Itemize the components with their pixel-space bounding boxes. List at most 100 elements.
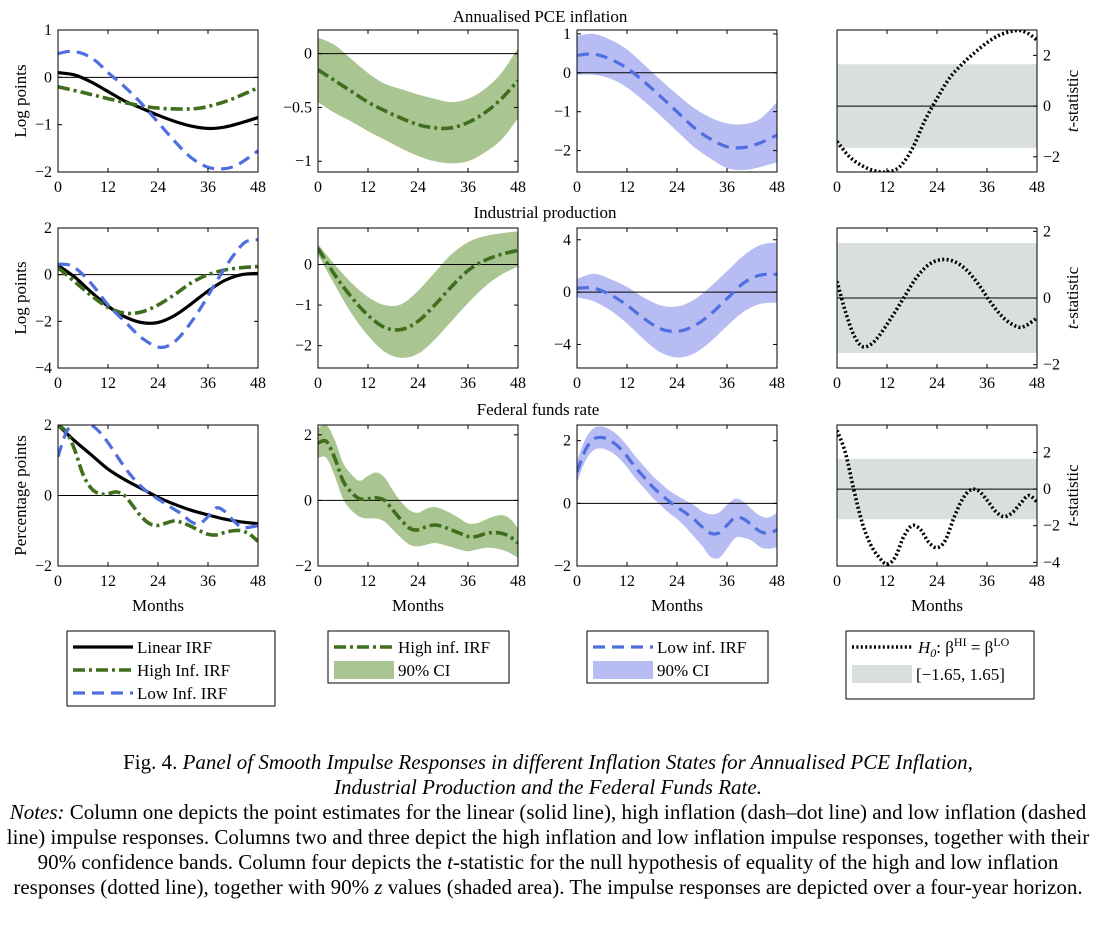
x-tick-label: 36 [719,179,735,196]
y-tick-label: −2 [35,164,52,181]
legend-3: Low inf. IRF 90% CI [586,630,769,684]
x-tick-label: 24 [410,375,426,392]
x-axis-label-months: Months [392,596,444,615]
panel-plot-area [577,242,777,358]
y-tick-label: 0 [44,488,52,505]
legend-2: High inf. IRF 90% CI [327,630,510,684]
y-axis-label: Log points [11,64,30,137]
x-tick-label: 12 [100,375,116,392]
x-tick-label: 36 [979,375,995,392]
y-tick-label: −4 [554,336,571,353]
x-tick-label: 48 [250,179,266,196]
y-tick-label: −4 [1043,554,1060,571]
y-tick-label: 0 [1043,290,1051,307]
legend-h0-eq-beta: = β [967,638,994,657]
x-tick-label: 12 [100,573,116,590]
series-high-line [58,85,258,111]
confidence-band-90 [577,242,777,358]
y-tick-label: 0 [44,267,52,284]
caption-title-line2: Industrial Production and the Federal Fu… [334,775,762,799]
t-statistic-rest: -statistic [1063,464,1082,522]
y-tick-label: 2 [1043,47,1051,64]
panel-plot-area [318,37,518,164]
panel-p-2-3: 0 12 24 36 48 −4 −2 0 2 t-statistic Months [833,424,1082,615]
y-tick-label: 0 [563,495,571,512]
x-tick-label: 0 [833,179,841,196]
x-tick-label: 12 [619,573,635,590]
panel-plot-area [58,49,258,171]
series-tstat-line [837,257,1037,349]
x-tick-label: 48 [250,573,266,590]
y-tick-label: −2 [35,313,52,330]
x-tick-label: 36 [979,573,995,590]
x-tick-label: 0 [314,179,322,196]
panel-p-0-2: 0 12 24 36 48 −2 −1 0 1 [554,26,785,196]
t-statistic-rest: -statistic [1063,69,1082,127]
legend-entry-label: 90% CI [657,661,710,680]
caption-notes-z: z [374,875,383,899]
series-low-line [577,52,777,150]
legends-layer: Linear IRF High Inf. IRF Low Inf. IRF High … [66,630,1035,707]
legend-h0-H: H [917,638,932,657]
y-tick-label: 1 [44,22,52,39]
row-title-ffr: Federal funds rate [477,400,600,419]
x-tick-label: 36 [200,573,216,590]
y-tick-label: 0 [563,65,571,82]
series-low-line [58,238,258,350]
row-title-ip: Industrial production [473,203,617,222]
legend-entry-label: High Inf. IRF [137,661,230,680]
x-tick-label: 48 [769,179,785,196]
y-tick-label: −2 [295,558,312,575]
x-tick-label: 48 [1029,573,1045,590]
x-tick-label: 24 [669,375,685,392]
t-statistic-label: t-statistic [1063,464,1082,527]
panel-p-1-2: 0 12 24 36 48 −4 0 4 [554,227,785,392]
y-tick-label: 2 [44,417,52,434]
series-low-line [577,435,777,536]
confidence-band-90 [318,37,518,164]
panel-p-1-3: 0 12 24 36 48−2 0 2 t-statistic [833,223,1082,392]
y-tick-label: 2 [304,427,312,444]
figure-caption: Fig. 4. Panel of Smooth Impulse Response… [0,750,1096,900]
legend-h0-colon-beta: : β [936,638,954,657]
series-high-line [318,68,518,131]
t-statistic-italic-t: t [1063,323,1082,329]
x-tick-label: 48 [510,375,526,392]
x-tick-label: 12 [360,179,376,196]
caption-title-line1: Fig. 4. Panel of Smooth Impulse Response… [0,750,1096,775]
x-axis-label-months: Months [651,596,703,615]
x-tick-label: 24 [150,179,166,196]
x-tick-label: 0 [314,375,322,392]
y-tick-label: 0 [304,257,312,274]
x-tick-label: 0 [573,179,581,196]
x-tick-label: 12 [100,179,116,196]
x-tick-label: 0 [314,573,322,590]
y-tick-label: 2 [1043,223,1051,240]
x-tick-label: 0 [54,573,62,590]
x-tick-label: 36 [460,573,476,590]
t-statistic-italic-t: t [1063,521,1082,527]
legend-entry-label: High inf. IRF [398,638,490,657]
row-title-pce: Annualised PCE inflation [453,7,628,26]
legend-h0-lo: LO [993,635,1009,649]
y-tick-label: −2 [1043,518,1060,535]
x-tick-label: 24 [929,375,945,392]
y-tick-label: 4 [563,232,571,249]
caption-fig-label: Fig. 4. [123,750,183,774]
y-axis-label: Log points [11,261,30,334]
x-axis-label-months: Months [911,596,963,615]
caption-notes-part2: -statistic for the null hypothesis of eq… [13,850,1059,899]
x-tick-label: 48 [250,375,266,392]
confidence-band-90 [318,425,518,558]
x-axis-label-months: Months [132,596,184,615]
x-tick-label: 0 [54,179,62,196]
t-statistic-label: t-statistic [1063,266,1082,329]
y-tick-label: −1 [295,297,312,314]
panel-plot-area [58,425,258,543]
x-tick-label: 24 [929,573,945,590]
y-tick-label: 0 [304,46,312,63]
t-statistic-label: t-statistic [1063,69,1082,132]
legend-entry-label: Low inf. IRF [657,638,746,657]
